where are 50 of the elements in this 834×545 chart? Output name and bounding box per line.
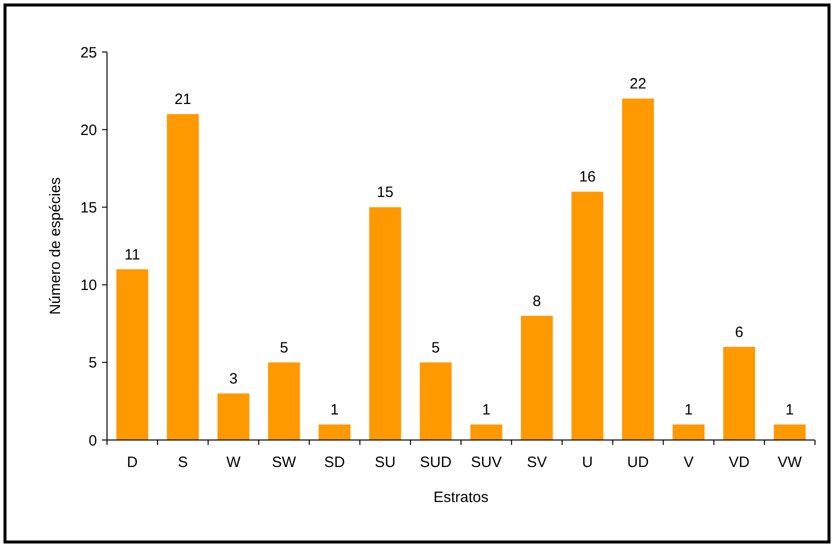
bar — [420, 362, 452, 440]
x-tick-label: SD — [324, 454, 346, 471]
bar — [723, 346, 756, 440]
data-label: 15 — [376, 184, 394, 202]
x-tick-label: SW — [272, 454, 297, 471]
data-label: 5 — [280, 339, 288, 356]
x-tick-label: VD — [728, 454, 750, 471]
bar — [218, 393, 250, 440]
data-label: 8 — [532, 292, 542, 310]
data-label: 6 — [734, 324, 744, 341]
data-label: 11 — [124, 246, 140, 264]
bar — [369, 207, 402, 440]
y-tick-label: 20 — [80, 122, 97, 139]
data-label: 1 — [684, 401, 693, 418]
y-tick-label: 10 — [80, 277, 97, 294]
x-tick-label: W — [226, 454, 242, 471]
bar — [520, 316, 553, 440]
y-tick-label: 0 — [88, 432, 97, 450]
data-label: 22 — [630, 76, 646, 93]
bar — [116, 269, 148, 440]
x-tick-label: SV — [526, 454, 547, 471]
bar — [318, 424, 350, 440]
x-axis-title: Estratos — [433, 489, 489, 506]
x-tick-label: VW — [778, 454, 803, 471]
bar — [672, 424, 704, 440]
bar — [622, 98, 654, 440]
bar — [470, 424, 502, 440]
x-tick-label: UD — [627, 454, 649, 471]
data-label: 16 — [579, 168, 596, 186]
x-tick-label: V — [684, 454, 694, 471]
y-tick-label: 25 — [80, 44, 97, 62]
data-label: 21 — [174, 91, 192, 108]
x-tick-label: SUD — [420, 454, 452, 471]
data-label: 3 — [229, 370, 238, 388]
bar — [774, 424, 806, 440]
data-label: 1 — [786, 401, 794, 418]
x-tick-label: SUV — [470, 454, 502, 471]
data-label: 1 — [482, 401, 490, 418]
bar — [166, 114, 199, 440]
data-label: 1 — [330, 401, 339, 418]
x-tick-label: SU — [374, 454, 396, 471]
y-tick-label: 15 — [80, 199, 97, 216]
bar — [268, 362, 300, 440]
bar — [572, 192, 604, 440]
x-tick-label: S — [178, 454, 188, 471]
x-tick-label: U — [582, 454, 593, 471]
y-tick-label: 5 — [88, 354, 97, 372]
data-label: 5 — [432, 339, 440, 356]
x-tick-label: D — [126, 454, 138, 471]
y-axis-title: Número de espécies — [47, 177, 64, 315]
